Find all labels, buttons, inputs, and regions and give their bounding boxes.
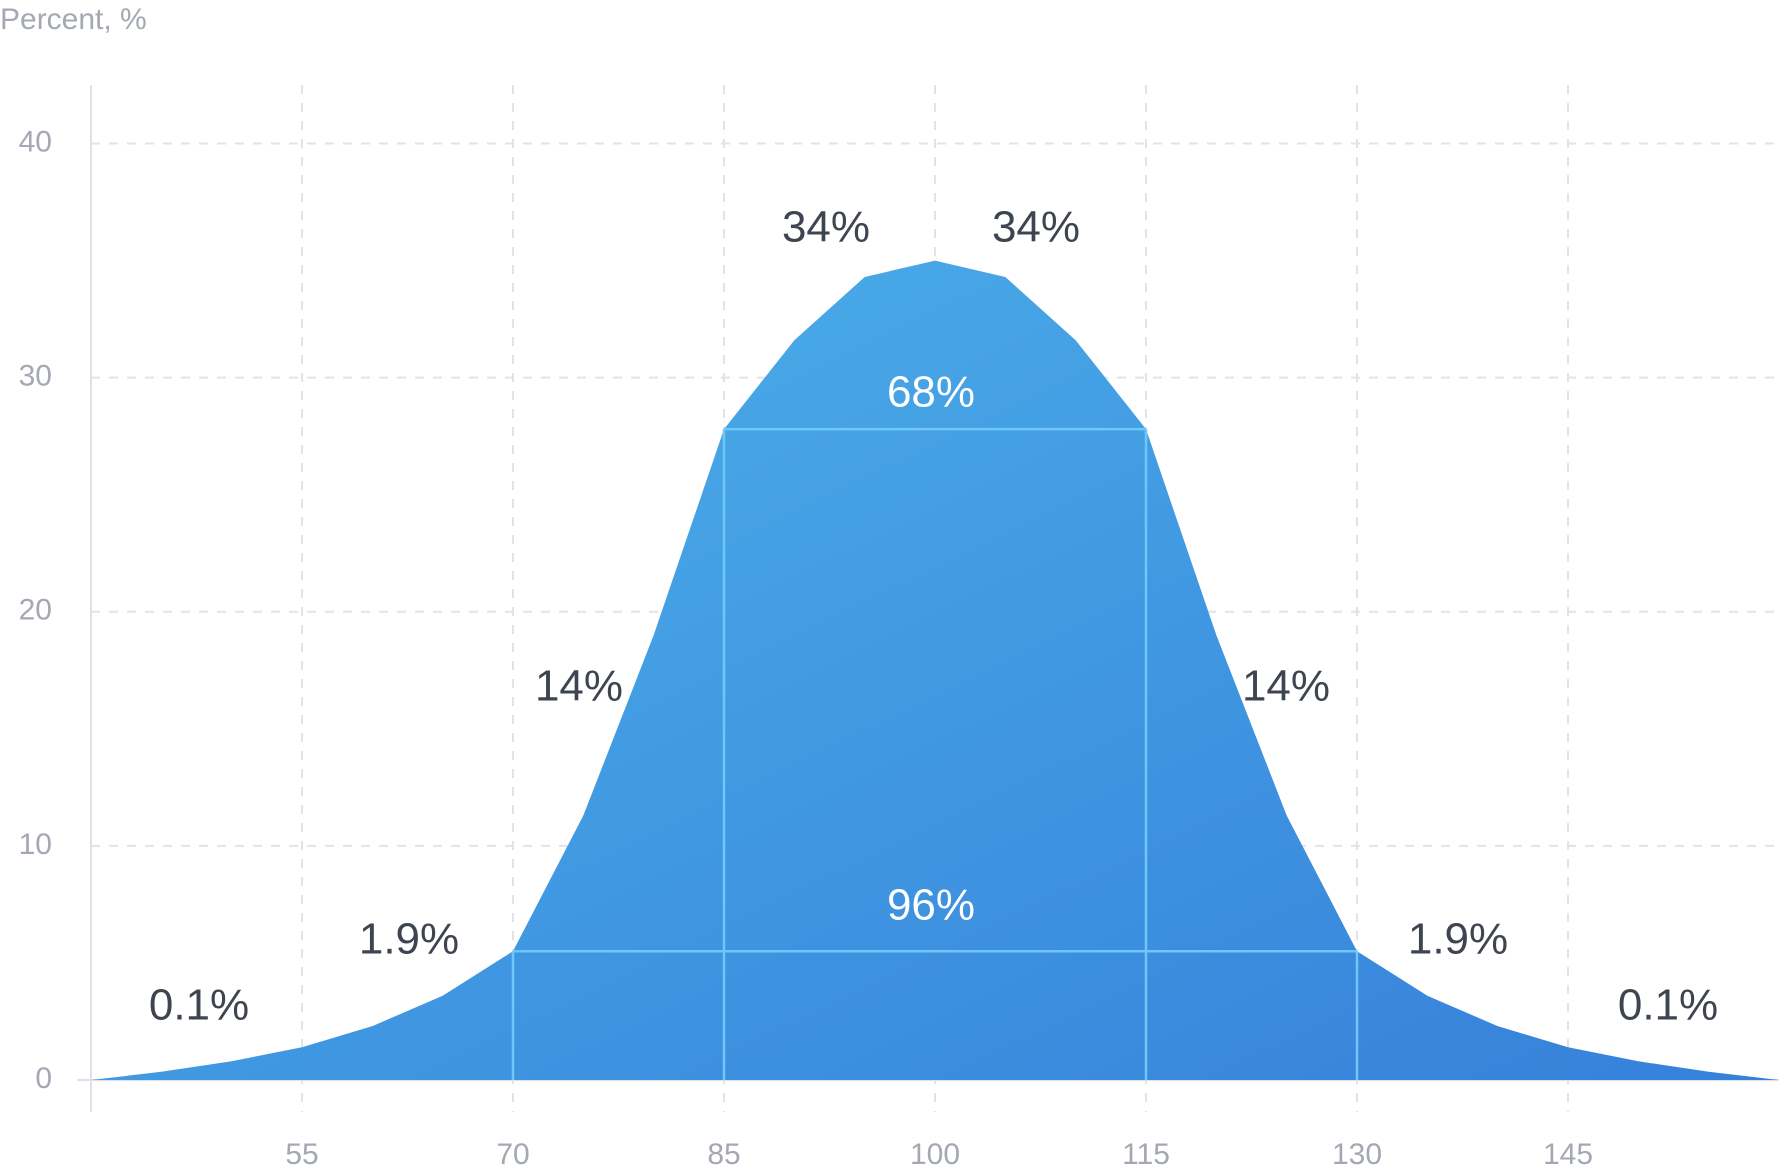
y-tick-label: 40 <box>19 125 52 158</box>
y-tick-label: 0 <box>35 1062 52 1095</box>
x-tick-label: 70 <box>496 1138 529 1171</box>
annotation: 0.1% <box>149 981 249 1030</box>
y-axis-label: Percent, % <box>0 3 147 36</box>
x-tick-label: 115 <box>1122 1138 1170 1171</box>
x-tick-label: 130 <box>1332 1138 1382 1171</box>
x-tick-label: 55 <box>285 1138 318 1171</box>
x-tick-label: 100 <box>910 1138 960 1171</box>
annotation: 1.9% <box>1408 915 1508 964</box>
annotation: 96% <box>887 881 975 930</box>
annotation: 34% <box>782 203 870 252</box>
x-tick-label: 145 <box>1543 1138 1593 1171</box>
annotation: 14% <box>535 662 623 711</box>
annotation: 0.1% <box>1618 981 1718 1030</box>
y-tick-label: 20 <box>19 594 52 627</box>
y-tick-label: 30 <box>19 360 52 393</box>
annotation: 68% <box>887 368 975 417</box>
y-tick-label: 10 <box>19 828 52 861</box>
x-tick-label: 85 <box>707 1138 740 1171</box>
annotation: 14% <box>1242 662 1330 711</box>
area <box>91 260 1779 1080</box>
annotation: 34% <box>992 203 1080 252</box>
annotation: 1.9% <box>359 915 459 964</box>
